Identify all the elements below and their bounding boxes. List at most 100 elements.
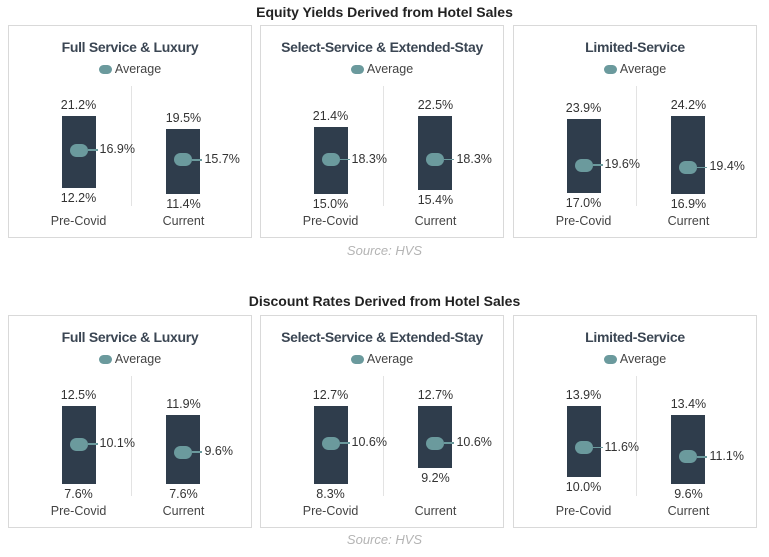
category-divider <box>383 376 384 496</box>
low-value-label: 11.4% <box>166 197 201 212</box>
category-label-current: Current <box>162 504 205 518</box>
average-value-label: 19.6% <box>604 157 640 172</box>
chart-title: Select-Service & Extended-Stay <box>281 329 483 345</box>
legend-average-marker <box>603 354 617 364</box>
range-bar-pre-covid <box>566 119 601 193</box>
high-value-label: 21.2% <box>60 97 97 112</box>
average-leader-line <box>592 164 603 166</box>
average-leader-line <box>697 456 708 458</box>
chart-panel-limited-service: Limited-Service Average 23.9% 17.0% 19.6% Pre… <box>513 25 757 238</box>
low-value-label: 17.0% <box>565 196 602 211</box>
discount-rates-source: Source: HVS <box>346 532 423 547</box>
legend-average-marker <box>98 64 112 74</box>
average-leader-line <box>87 443 98 445</box>
high-value-label: 12.7% <box>312 387 349 402</box>
category-divider <box>636 376 637 496</box>
average-marker-pre-covid <box>69 437 88 451</box>
low-value-label: 15.0% <box>312 197 349 212</box>
chart-panel-select-service-extended-stay: Select-Service & Extended-Stay Average 12.… <box>260 315 504 528</box>
low-value-label: 8.3% <box>316 487 345 502</box>
average-value-label: 11.6% <box>604 439 640 454</box>
category-label-pre-covid: Pre-Covid <box>50 504 107 518</box>
chart-panel-full-service-luxury: Full Service & Luxury Average 21.2% 12.2% 16… <box>8 25 252 238</box>
category-divider <box>131 86 132 206</box>
average-marker-current <box>174 445 193 459</box>
chart-panel-limited-service: Limited-Service Average 13.9% 10.0% 11.6% Pre… <box>513 315 757 528</box>
category-label-current: Current <box>162 214 205 228</box>
average-marker-pre-covid <box>574 158 593 172</box>
category-label-current: Current <box>667 504 710 518</box>
chart-legend: Average <box>514 352 756 366</box>
average-marker-current <box>174 153 193 167</box>
category-divider <box>131 376 132 496</box>
low-value-label: 16.9% <box>670 197 707 212</box>
low-value-label: 7.6% <box>169 487 198 502</box>
equity-yields-source: Source: HVS <box>346 243 423 258</box>
high-value-label: 12.7% <box>417 387 454 402</box>
legend-average-label: Average <box>114 62 162 76</box>
category-label-current: Current <box>414 214 457 228</box>
average-value-label: 16.9% <box>99 142 135 157</box>
average-marker-current <box>679 450 698 464</box>
legend-average-marker <box>98 354 112 364</box>
category-label-pre-covid: Pre-Covid <box>555 504 612 518</box>
low-value-label: 7.6% <box>64 487 93 502</box>
legend-average-label: Average <box>619 62 667 76</box>
average-leader-line <box>192 451 203 453</box>
chart-legend: Average <box>514 62 756 76</box>
category-label-pre-covid: Pre-Covid <box>302 504 359 518</box>
legend-average-label: Average <box>366 352 414 366</box>
average-marker-current <box>426 436 445 450</box>
chart-title: Limited-Service <box>585 329 685 345</box>
category-divider <box>636 86 637 206</box>
high-value-label: 22.5% <box>417 97 454 112</box>
range-bar-current <box>671 415 706 485</box>
high-value-label: 19.5% <box>165 111 202 126</box>
average-value-label: 10.6% <box>351 435 387 450</box>
average-value-label: 11.1% <box>709 448 744 463</box>
average-leader-line <box>339 158 350 161</box>
discount-rates-section-title: Discount Rates Derived from Hotel Sales <box>248 293 521 309</box>
category-label-pre-covid: Pre-Covid <box>302 214 359 228</box>
high-value-label: 24.2% <box>670 97 707 112</box>
category-label-current: Current <box>414 504 457 518</box>
average-marker-current <box>426 153 445 167</box>
average-value-label: 9.6% <box>204 444 233 459</box>
category-label-current: Current <box>667 214 710 228</box>
chart-legend: Average <box>9 62 251 76</box>
average-marker-pre-covid <box>321 436 340 450</box>
low-value-label: 10.0% <box>565 479 602 494</box>
category-label-pre-covid: Pre-Covid <box>555 214 612 228</box>
high-value-label: 12.5% <box>60 387 97 402</box>
chart-legend: Average <box>9 352 251 366</box>
chart-panel-select-service-extended-stay: Select-Service & Extended-Stay Average 21.… <box>260 25 504 238</box>
chart-panel-full-service-luxury: Full Service & Luxury Average 12.5% 7.6% 10.… <box>8 315 252 528</box>
legend-average-label: Average <box>619 352 667 366</box>
average-marker-pre-covid <box>574 441 593 455</box>
average-marker-current <box>679 160 698 174</box>
high-value-label: 11.9% <box>166 397 201 412</box>
average-leader-line <box>192 159 203 161</box>
chart-title: Full Service & Luxury <box>61 329 199 345</box>
chart-legend: Average <box>261 352 503 366</box>
average-value-label: 10.1% <box>99 436 135 451</box>
chart-title: Full Service & Luxury <box>61 39 199 55</box>
high-value-label: 21.4% <box>312 109 349 124</box>
equity-yields-section-title: Equity Yields Derived from Hotel Sales <box>256 4 513 20</box>
high-value-label: 13.4% <box>670 397 707 411</box>
low-value-label: 9.6% <box>674 487 703 502</box>
high-value-label: 13.9% <box>565 387 602 402</box>
low-value-label: 12.2% <box>60 190 97 205</box>
average-marker-pre-covid <box>321 153 340 167</box>
chart-title: Select-Service & Extended-Stay <box>281 39 483 55</box>
average-leader-line <box>444 158 455 161</box>
chart-title: Limited-Service <box>585 39 685 55</box>
range-bar-current <box>418 115 453 190</box>
category-label-pre-covid: Pre-Covid <box>50 214 107 228</box>
average-leader-line <box>444 442 455 444</box>
legend-average-label: Average <box>366 62 414 76</box>
high-value-label: 23.9% <box>565 101 602 116</box>
average-leader-line <box>339 442 350 444</box>
average-marker-pre-covid <box>69 143 88 157</box>
chart-legend: Average <box>261 62 503 76</box>
